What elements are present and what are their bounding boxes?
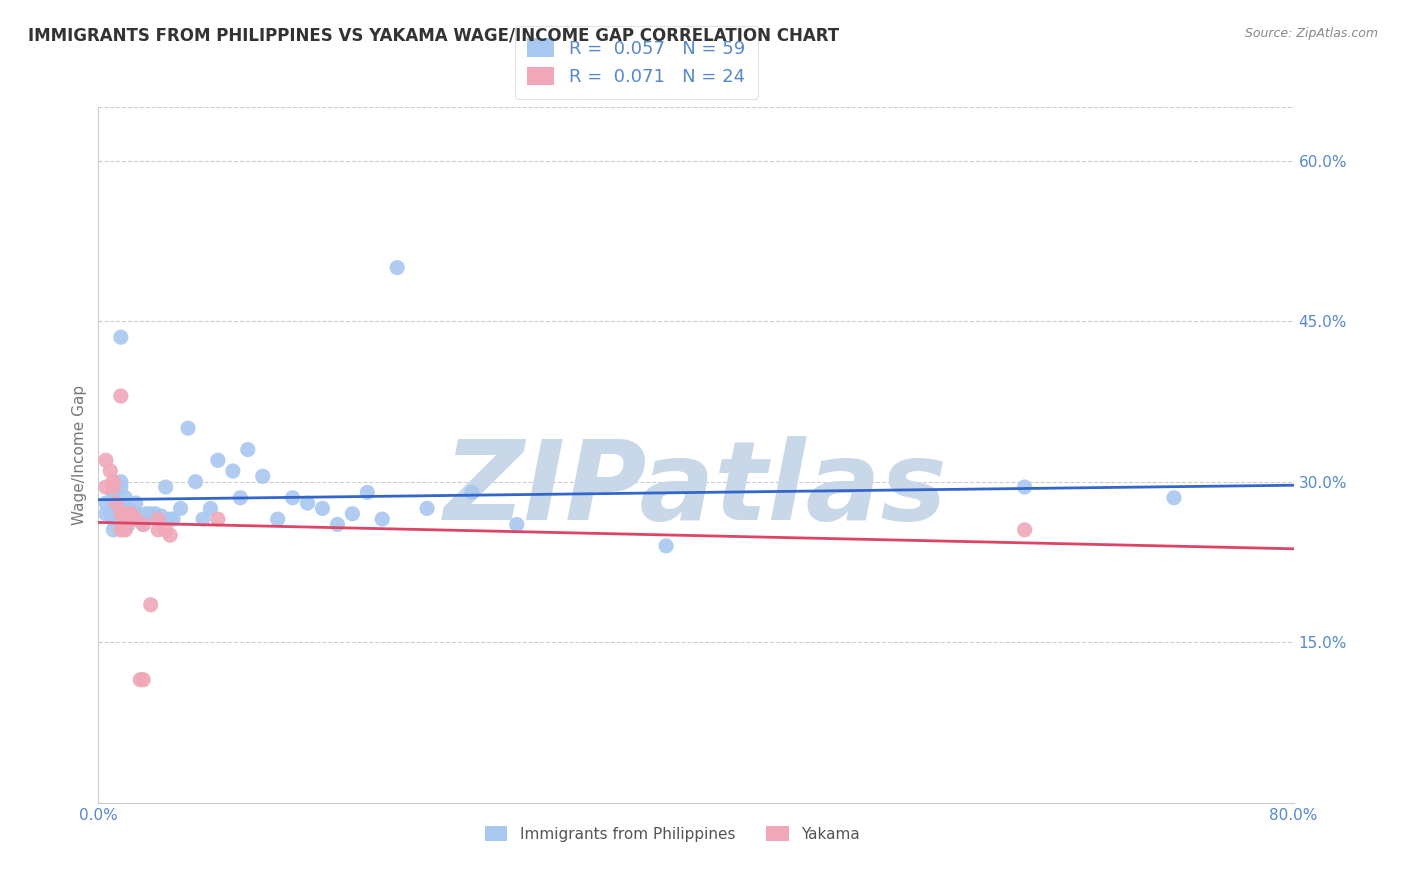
Point bbox=[112, 507, 135, 521]
Legend: Immigrants from Philippines, Yakama: Immigrants from Philippines, Yakama bbox=[475, 816, 869, 851]
Point bbox=[94, 453, 117, 467]
Point bbox=[117, 512, 139, 526]
Point bbox=[229, 491, 252, 505]
Point bbox=[139, 507, 162, 521]
Point bbox=[169, 501, 191, 516]
Point bbox=[110, 523, 132, 537]
Y-axis label: Wage/Income Gap: Wage/Income Gap bbox=[72, 384, 87, 525]
Point bbox=[222, 464, 245, 478]
Point bbox=[342, 507, 364, 521]
Point bbox=[132, 512, 155, 526]
Point bbox=[120, 507, 142, 521]
Point bbox=[184, 475, 207, 489]
Point bbox=[191, 512, 214, 526]
Point bbox=[103, 523, 125, 537]
Point bbox=[371, 512, 394, 526]
Point bbox=[125, 512, 148, 526]
Point bbox=[114, 507, 136, 521]
Text: ZIPatlas: ZIPatlas bbox=[444, 436, 948, 543]
Point bbox=[143, 507, 166, 521]
Point bbox=[117, 517, 139, 532]
Point bbox=[159, 512, 181, 526]
Point bbox=[129, 673, 152, 687]
Point bbox=[148, 512, 170, 526]
Point bbox=[117, 501, 139, 516]
Point bbox=[125, 496, 148, 510]
Point bbox=[132, 673, 155, 687]
Text: IMMIGRANTS FROM PHILIPPINES VS YAKAMA WAGE/INCOME GAP CORRELATION CHART: IMMIGRANTS FROM PHILIPPINES VS YAKAMA WA… bbox=[28, 27, 839, 45]
Point bbox=[1014, 480, 1036, 494]
Point bbox=[252, 469, 274, 483]
Point bbox=[105, 501, 128, 516]
Point bbox=[114, 512, 136, 526]
Point bbox=[150, 508, 173, 523]
Point bbox=[98, 507, 122, 521]
Point bbox=[148, 512, 170, 526]
Point bbox=[1163, 491, 1185, 505]
Point bbox=[1014, 523, 1036, 537]
Text: Source: ZipAtlas.com: Source: ZipAtlas.com bbox=[1244, 27, 1378, 40]
Point bbox=[117, 507, 139, 521]
Point bbox=[207, 453, 229, 467]
Point bbox=[159, 528, 181, 542]
Point bbox=[103, 485, 125, 500]
Point bbox=[114, 491, 136, 505]
Point bbox=[114, 523, 136, 537]
Point bbox=[110, 507, 132, 521]
Point bbox=[132, 517, 155, 532]
Point bbox=[148, 523, 170, 537]
Point bbox=[103, 496, 125, 510]
Point bbox=[135, 507, 157, 521]
Point bbox=[120, 507, 142, 521]
Point bbox=[94, 480, 117, 494]
Point bbox=[506, 517, 529, 532]
Point bbox=[103, 475, 125, 489]
Point bbox=[385, 260, 409, 275]
Point bbox=[461, 485, 484, 500]
Point bbox=[125, 512, 148, 526]
Point bbox=[655, 539, 678, 553]
Point bbox=[267, 512, 290, 526]
Point bbox=[103, 485, 125, 500]
Point bbox=[98, 464, 122, 478]
Point bbox=[326, 517, 349, 532]
Point bbox=[110, 501, 132, 516]
Point bbox=[155, 523, 177, 537]
Point bbox=[129, 512, 152, 526]
Point bbox=[110, 475, 132, 489]
Point bbox=[177, 421, 200, 435]
Point bbox=[297, 496, 319, 510]
Point bbox=[103, 480, 125, 494]
Point bbox=[132, 517, 155, 532]
Point bbox=[110, 480, 132, 494]
Point bbox=[356, 485, 378, 500]
Point bbox=[207, 512, 229, 526]
Point bbox=[162, 512, 184, 526]
Point bbox=[281, 491, 304, 505]
Point bbox=[139, 598, 162, 612]
Point bbox=[155, 480, 177, 494]
Point bbox=[94, 496, 117, 510]
Point bbox=[110, 389, 132, 403]
Point bbox=[103, 512, 125, 526]
Point bbox=[94, 507, 117, 521]
Point bbox=[416, 501, 439, 516]
Point bbox=[105, 496, 128, 510]
Point bbox=[110, 330, 132, 344]
Point bbox=[200, 501, 222, 516]
Point bbox=[236, 442, 259, 457]
Point bbox=[125, 507, 148, 521]
Point bbox=[311, 501, 333, 516]
